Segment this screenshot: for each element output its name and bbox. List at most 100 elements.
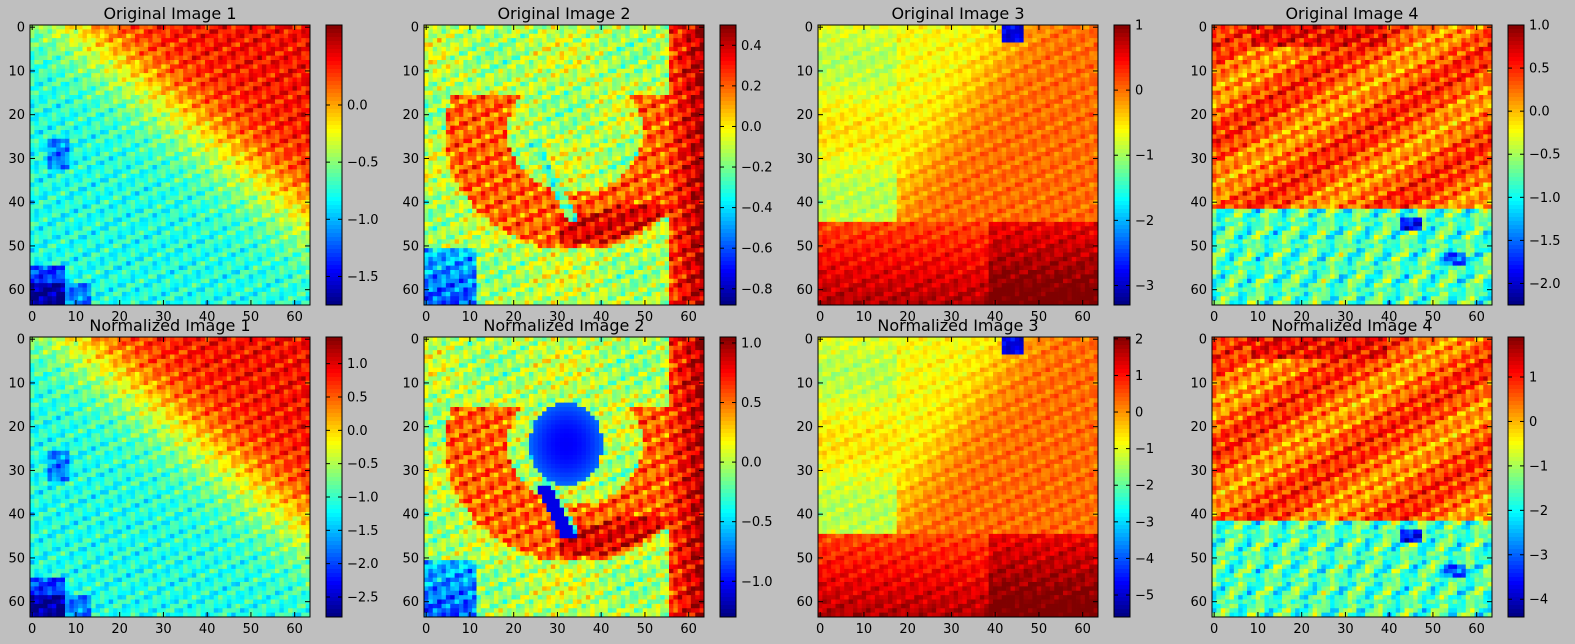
heatmap-cell bbox=[34, 235, 40, 240]
heatmap-cell bbox=[178, 208, 184, 214]
heatmap-cell bbox=[30, 230, 35, 236]
heatmap-cell bbox=[143, 213, 149, 218]
heatmap-cell bbox=[546, 29, 552, 35]
heatmap-cell bbox=[65, 226, 70, 231]
heatmap-cell bbox=[148, 42, 153, 48]
heatmap-cell bbox=[209, 200, 215, 205]
heatmap-cell bbox=[47, 151, 53, 157]
heatmap-cell bbox=[143, 283, 149, 288]
heatmap-cell bbox=[60, 173, 66, 179]
heatmap-cell bbox=[38, 173, 44, 179]
heatmap-cell bbox=[121, 147, 127, 153]
heatmap-cell bbox=[174, 270, 180, 275]
heatmap-cell bbox=[100, 256, 105, 262]
heatmap-cell bbox=[165, 25, 171, 30]
heatmap-cell bbox=[218, 38, 223, 43]
colorbar-segment bbox=[326, 273, 342, 278]
heatmap-cell bbox=[130, 248, 136, 253]
heatmap-cell bbox=[60, 55, 66, 61]
heatmap-cell bbox=[559, 33, 565, 39]
heatmap-cell bbox=[205, 213, 210, 218]
heatmap-cell bbox=[104, 143, 110, 148]
heatmap-cell bbox=[288, 160, 293, 166]
heatmap-cell bbox=[117, 121, 123, 126]
heatmap-cell bbox=[121, 256, 127, 262]
heatmap-cell bbox=[191, 186, 197, 192]
heatmap-cell bbox=[108, 300, 114, 306]
heatmap-cell bbox=[51, 261, 57, 266]
heatmap-cell bbox=[170, 291, 175, 297]
heatmap-cell bbox=[196, 278, 201, 284]
heatmap-cell bbox=[113, 29, 118, 35]
heatmap-cell bbox=[292, 169, 298, 175]
heatmap-cell bbox=[108, 200, 114, 205]
heatmap-cell bbox=[100, 77, 105, 83]
heatmap-cell bbox=[170, 278, 175, 284]
heatmap-cell bbox=[156, 112, 162, 118]
heatmap-cell bbox=[279, 77, 285, 83]
heatmap-cell bbox=[108, 38, 114, 43]
heatmap-cell bbox=[629, 42, 635, 48]
x-tick-label: 60 bbox=[286, 310, 303, 325]
heatmap-cell bbox=[43, 261, 48, 266]
heatmap-cell bbox=[183, 239, 188, 245]
heatmap-cell bbox=[34, 217, 40, 223]
heatmap-cell bbox=[226, 151, 232, 157]
heatmap-cell bbox=[301, 81, 306, 87]
heatmap-cell bbox=[231, 252, 236, 258]
heatmap-cell bbox=[78, 147, 83, 153]
heatmap-cell bbox=[69, 95, 75, 100]
heatmap-cell bbox=[502, 60, 508, 65]
heatmap-cell bbox=[73, 208, 79, 214]
heatmap-cell bbox=[231, 230, 236, 236]
heatmap-cell bbox=[178, 160, 184, 166]
heatmap-cell bbox=[231, 191, 236, 196]
heatmap-cell bbox=[130, 108, 136, 113]
heatmap-cell bbox=[47, 291, 53, 297]
heatmap-cell bbox=[47, 213, 53, 218]
heatmap-cell bbox=[226, 261, 232, 266]
heatmap-cell bbox=[292, 103, 298, 109]
heatmap-cell bbox=[108, 68, 114, 74]
heatmap-cell bbox=[152, 90, 158, 96]
heatmap-cell bbox=[156, 90, 162, 96]
heatmap-cell bbox=[275, 204, 280, 210]
heatmap-cell bbox=[60, 33, 66, 39]
heatmap-cell bbox=[104, 125, 110, 131]
heatmap-cell bbox=[30, 213, 35, 218]
heatmap-cell bbox=[266, 121, 271, 126]
heatmap-cell bbox=[178, 138, 184, 144]
heatmap-cell bbox=[568, 55, 574, 61]
heatmap-cell bbox=[437, 42, 442, 48]
heatmap-cell bbox=[248, 252, 254, 258]
heatmap-cell bbox=[244, 235, 250, 240]
heatmap-cell bbox=[152, 213, 158, 218]
heatmap-cell bbox=[288, 191, 293, 196]
heatmap-cell bbox=[65, 138, 70, 144]
heatmap-cell bbox=[266, 182, 271, 188]
heatmap-cell bbox=[248, 283, 254, 288]
heatmap-cell bbox=[121, 64, 127, 70]
heatmap-cell bbox=[121, 283, 127, 288]
heatmap-cell bbox=[135, 156, 140, 161]
heatmap-cell bbox=[82, 134, 88, 140]
heatmap-cell bbox=[524, 60, 530, 65]
heatmap-cell bbox=[34, 274, 40, 280]
heatmap-cell bbox=[205, 169, 210, 175]
heatmap-cell bbox=[218, 178, 223, 183]
heatmap-cell bbox=[660, 38, 665, 43]
heatmap-cell bbox=[226, 68, 232, 74]
heatmap-cell bbox=[161, 134, 166, 140]
heatmap-cell bbox=[43, 73, 48, 78]
heatmap-cell bbox=[91, 143, 96, 148]
heatmap-cell bbox=[165, 156, 171, 161]
heatmap-cell bbox=[564, 51, 569, 56]
heatmap-cell bbox=[56, 77, 61, 83]
heatmap-cell bbox=[100, 29, 105, 35]
heatmap-cell bbox=[91, 121, 96, 126]
heatmap-cell bbox=[178, 103, 184, 109]
heatmap-cell bbox=[463, 25, 469, 30]
heatmap-cell bbox=[209, 55, 215, 61]
heatmap-cell bbox=[38, 90, 44, 96]
heatmap-cell bbox=[183, 112, 188, 118]
